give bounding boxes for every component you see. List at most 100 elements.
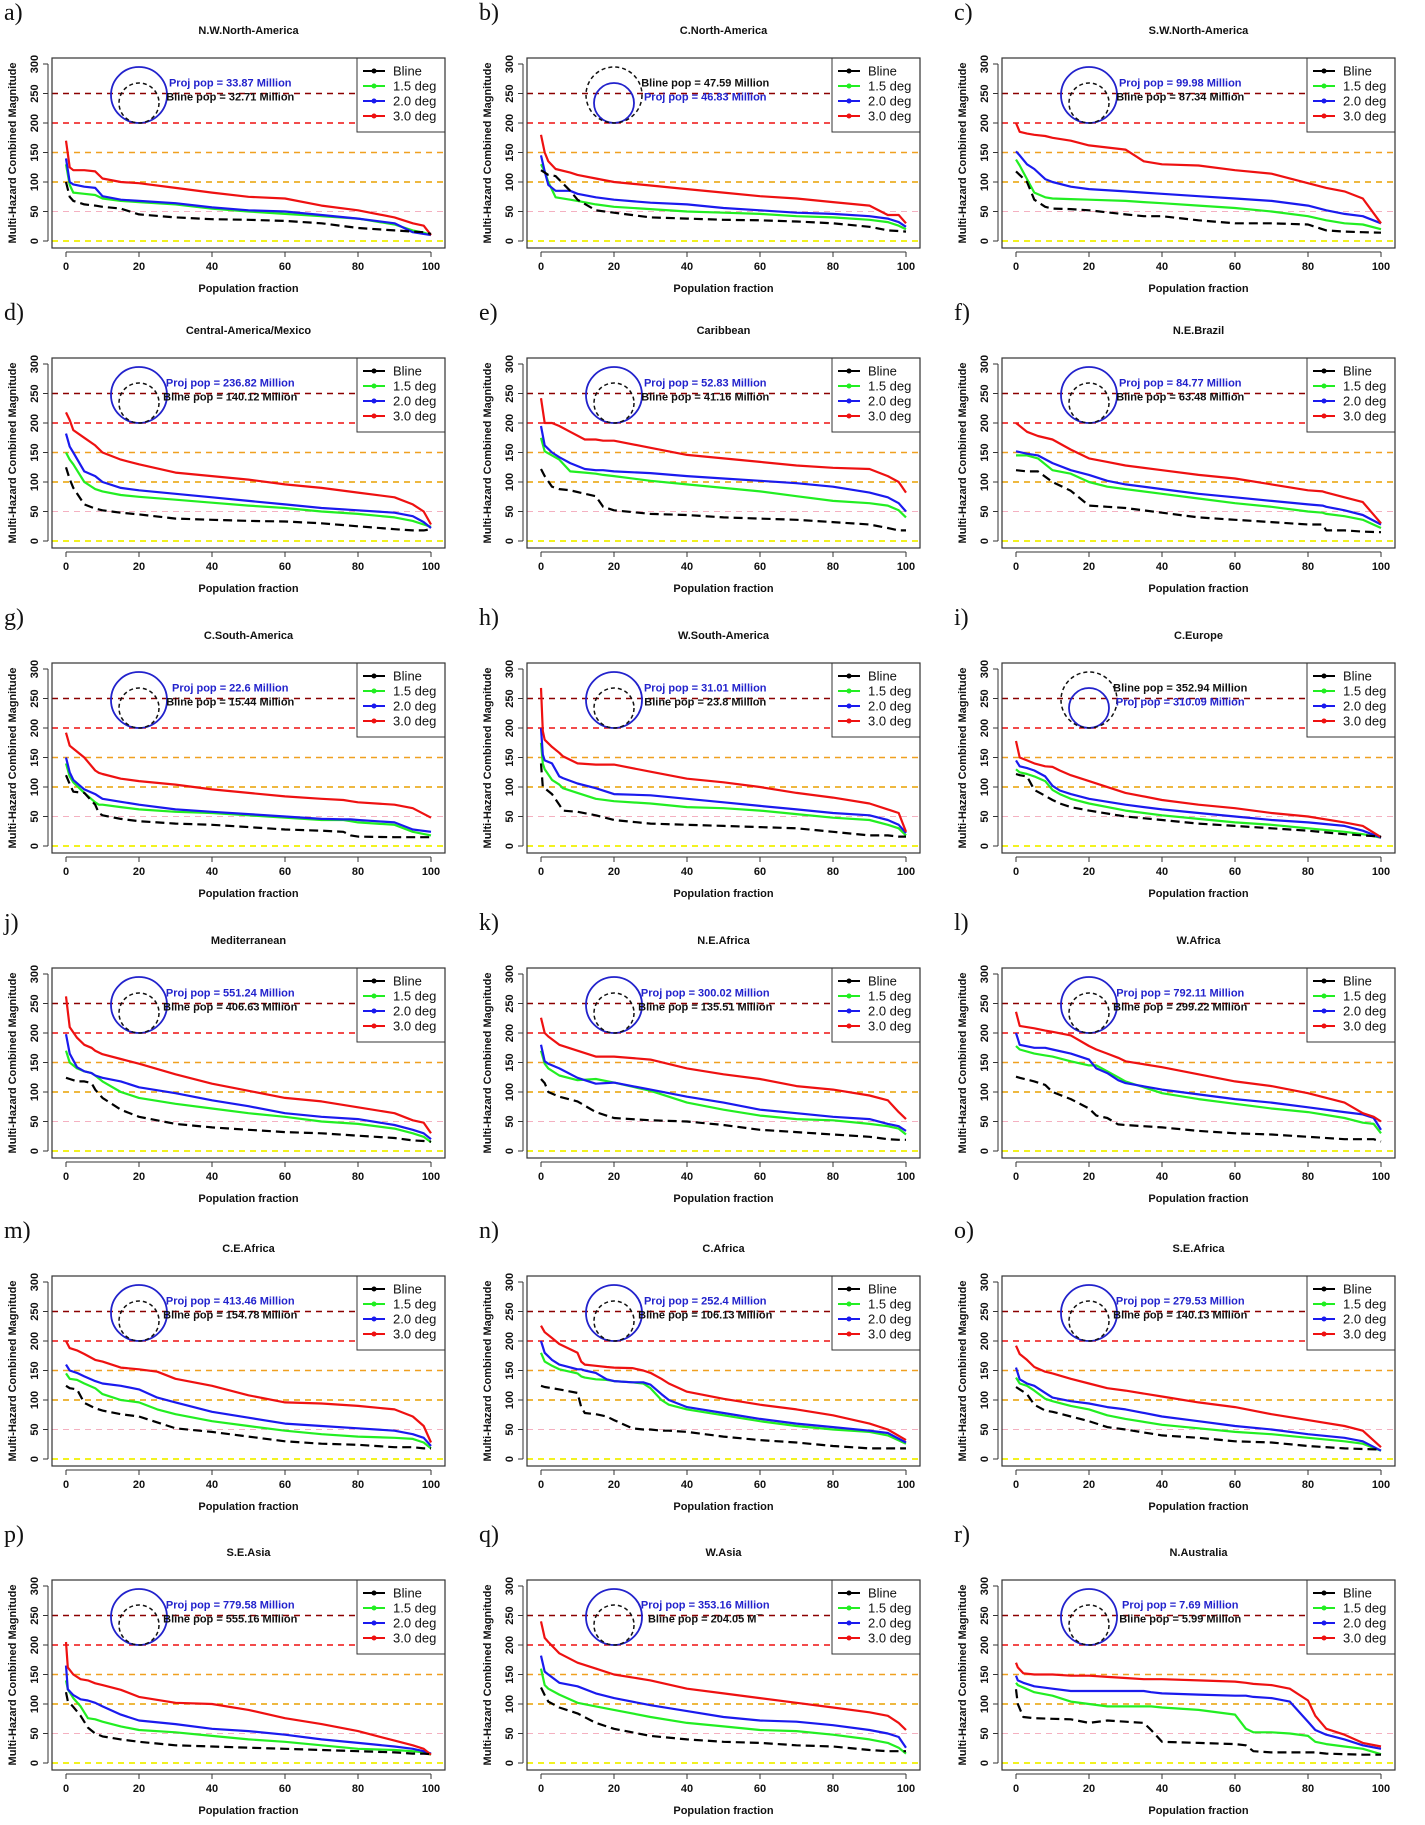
chart-panel: a) N.W.North-America Proj pop = 33.87 Mill… <box>0 0 475 300</box>
legend-label: 1.5 deg <box>868 379 911 394</box>
legend-label: 3.0 deg <box>1343 1019 1386 1034</box>
bline-pop-label: Bline pop = 154.78 Million <box>163 1310 297 1322</box>
legend-marker <box>371 978 377 984</box>
legend-label: 2.0 deg <box>393 1312 436 1327</box>
y-tick-label: 0 <box>29 843 41 849</box>
y-axis-label: Multi-Hazard Combined Magnitude <box>7 1281 19 1462</box>
proj-pop-label: Proj pop = 84.77 Million <box>1119 377 1242 389</box>
series-line-2-0-deg <box>539 155 907 228</box>
legend-label: 2.0 deg <box>1343 394 1386 409</box>
legend-marker <box>1321 1008 1327 1014</box>
chart-panel: l) W.Africa Proj pop = 792.11 Million Bline… <box>950 910 1425 1210</box>
x-tick-label: 60 <box>1229 1783 1241 1795</box>
legend-marker <box>371 1620 377 1626</box>
x-tick-label: 20 <box>133 1783 145 1795</box>
chart-title: Caribbean <box>697 325 751 337</box>
y-tick-label: 50 <box>504 1115 516 1127</box>
y-axis-label: Multi-Hazard Combined Magnitude <box>957 63 969 244</box>
y-axis-label: Multi-Hazard Combined Magnitude <box>482 1585 494 1766</box>
x-tick-label: 40 <box>1156 866 1168 878</box>
x-tick-label: 40 <box>1156 1479 1168 1491</box>
y-tick-label: 250 <box>29 84 41 102</box>
proj-pop-circle <box>585 1284 643 1342</box>
y-tick-label: 100 <box>979 173 991 191</box>
panel-letter: p) <box>4 1522 24 1548</box>
y-tick-label: 0 <box>504 238 516 244</box>
proj-pop-circle <box>1060 976 1118 1034</box>
legend-label: 1.5 deg <box>393 79 436 94</box>
plot-frame <box>526 662 921 854</box>
proj-pop-circle <box>110 66 168 124</box>
y-tick-label: 150 <box>29 443 41 461</box>
y-tick-label: 250 <box>504 994 516 1012</box>
x-tick-label: 0 <box>538 561 544 573</box>
proj-pop-label: Proj pop = 33.87 Million <box>169 77 292 89</box>
y-tick-label: 200 <box>29 414 41 432</box>
legend-label: 2.0 deg <box>868 94 911 109</box>
y-tick-label: 250 <box>29 1302 41 1320</box>
x-tick-label: 100 <box>897 866 915 878</box>
chart-svg: C.E.Africa Proj pop = 413.46 Million Bline… <box>7 1243 446 1513</box>
y-tick-label: 300 <box>504 965 516 983</box>
proj-pop-label: Proj pop = 99.98 Million <box>1119 77 1242 89</box>
series-line-3-0-deg <box>65 1340 433 1443</box>
x-tick-label: 60 <box>1229 1171 1241 1183</box>
bline-pop-label: Bline pop = 87.34 Million <box>1116 92 1244 104</box>
proj-pop-circle <box>110 1284 168 1342</box>
y-tick-label: 300 <box>504 1273 516 1291</box>
x-tick-label: 40 <box>206 561 218 573</box>
panel-letter: o) <box>954 1218 974 1244</box>
y-tick-label: 100 <box>504 173 516 191</box>
y-tick-label: 300 <box>504 355 516 373</box>
legend-label: 1.5 deg <box>1343 1601 1386 1616</box>
bline-pop-circle <box>593 382 635 424</box>
chart-panel: o) S.E.Africa Proj pop = 279.53 Million Bli… <box>950 1218 1425 1518</box>
chart-title: N.W.North-America <box>198 25 299 37</box>
x-tick-label: 60 <box>279 261 291 273</box>
legend-marker <box>1321 718 1327 724</box>
legend-marker <box>371 383 377 389</box>
y-tick-label: 250 <box>29 994 41 1012</box>
y-axis-label: Multi-Hazard Combined Magnitude <box>482 363 494 544</box>
chart-panel: r) N.Australia Proj pop = 7.69 Million Blin… <box>950 1522 1425 1822</box>
y-tick-label: 50 <box>979 1727 991 1739</box>
bline-pop-label: Bline pop = 41.16 Million <box>641 392 769 404</box>
legend-label: 3.0 deg <box>868 109 911 124</box>
chart-title: N.Australia <box>1169 1547 1228 1559</box>
series-line-3-0-deg <box>64 1641 432 1756</box>
y-tick-label: 250 <box>29 689 41 707</box>
y-axis-label: Multi-Hazard Combined Magnitude <box>957 1585 969 1766</box>
series-line-3-0-deg <box>64 732 432 819</box>
x-tick-label: 0 <box>63 561 69 573</box>
y-tick-label: 300 <box>29 355 41 373</box>
panel-letter: n) <box>479 1218 499 1244</box>
legend-label: Bline <box>868 64 897 79</box>
legend-marker <box>846 1316 852 1322</box>
x-tick-label: 100 <box>1372 561 1390 573</box>
x-tick-label: 60 <box>754 1479 766 1491</box>
x-axis-label: Population fraction <box>198 1501 299 1513</box>
legend-label: Bline <box>1343 1282 1372 1297</box>
plot-frame <box>51 357 446 549</box>
bline-pop-circle <box>118 82 160 124</box>
proj-pop-circle <box>585 976 643 1034</box>
y-axis-label: Multi-Hazard Combined Magnitude <box>957 1281 969 1462</box>
y-axis-label: Multi-Hazard Combined Magnitude <box>482 973 494 1154</box>
y-tick-label: 0 <box>504 1456 516 1462</box>
legend-label: 3.0 deg <box>868 1327 911 1342</box>
series-line-3-0-deg <box>539 134 907 225</box>
legend-marker <box>371 993 377 999</box>
y-tick-label: 200 <box>29 1024 41 1042</box>
legend-label: 2.0 deg <box>868 394 911 409</box>
x-tick-label: 80 <box>827 1171 839 1183</box>
legend-label: Bline <box>393 1586 422 1601</box>
legend-marker <box>1321 673 1327 679</box>
chart-panel: f) N.E.Brazil Proj pop = 84.77 Million Blin… <box>950 300 1425 600</box>
y-axis-label: Multi-Hazard Combined Magnitude <box>957 668 969 849</box>
series-line-2-0-deg <box>539 425 907 513</box>
chart-panel: n) C.Africa Proj pop = 252.4 Million Bline … <box>475 1218 950 1518</box>
y-tick-label: 50 <box>29 1423 41 1435</box>
y-tick-label: 0 <box>979 1456 991 1462</box>
chart-title: W.Africa <box>1176 935 1221 947</box>
y-tick-label: 100 <box>504 1083 516 1101</box>
